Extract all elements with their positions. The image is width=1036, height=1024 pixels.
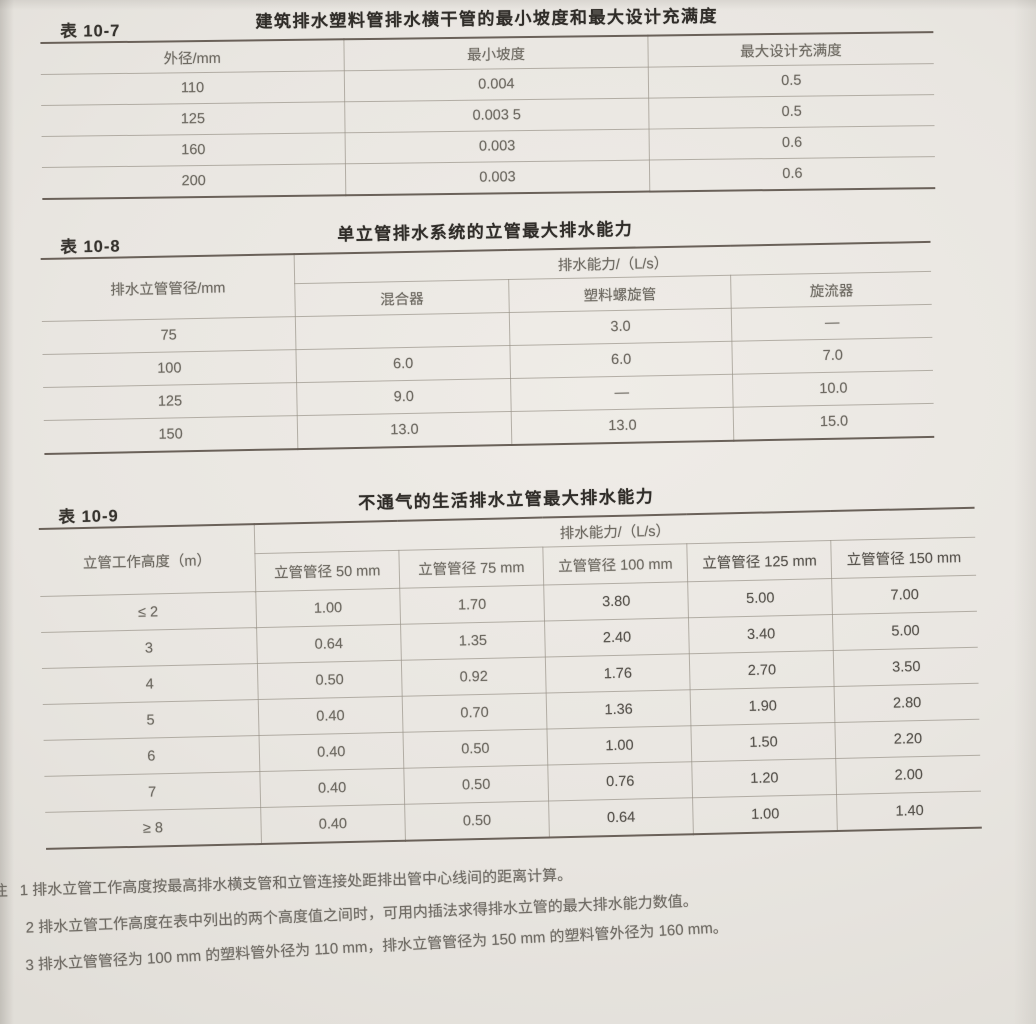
table-10-7-section: 表 10-7 建筑排水塑料管排水横干管的最小坡度和最大设计充满度 外径/mm 最… [40,0,936,200]
column-header: 立管管径 150 mm [831,537,977,579]
table-cell: 10.0 [732,370,934,408]
table-cell: 0.40 [260,804,406,845]
table-cell: 7.0 [732,337,933,375]
table-cell: 100 [42,349,297,388]
table-cell: 0.003 [345,129,650,164]
table-cell: 1.36 [546,689,692,730]
table-cell: 3 [41,627,258,669]
column-header: 立管管径 75 mm [398,547,544,589]
table-cell: 200 [41,163,346,199]
notes-prefix: 注 [0,882,9,900]
table-cell: ≤ 2 [40,591,257,633]
column-header: 混合器 [294,279,510,317]
table-cell: 9.0 [296,378,511,416]
column-header: 旋流器 [730,271,932,309]
table-cell: — [731,304,933,342]
table-cell: 1.00 [255,588,401,628]
table-cell: 125 [41,101,346,137]
column-header: 立管管径 125 mm [686,540,832,582]
table-cell: 3.40 [688,614,834,654]
table-cell: 1.35 [400,621,546,661]
table-cell: 5.00 [832,611,978,651]
table-cell: 0.92 [401,657,547,697]
table-cell: 0.64 [548,797,694,838]
table-cell: 7 [44,771,261,813]
table-cell: 0.6 [649,156,936,192]
table-10-8: 排水立管管径/mm 排水能力/（L/s） 混合器 塑料螺旋管 旋流器 75 3.… [40,240,935,455]
column-header: 塑料螺旋管 [508,275,732,313]
table-cell: 0.64 [256,624,402,664]
table-10-8-section: 表 10-8 单立管排水系统的立管最大排水能力 排水立管管径/mm 排水能力/（… [40,207,935,455]
table-cell: 7.00 [831,575,977,615]
column-header: 立管工作高度（m） [38,524,256,597]
table-cell: 150 [43,415,299,454]
table-cell: 2.00 [836,755,981,795]
table-cell: 2.80 [834,683,980,723]
table-cell: 0.40 [259,768,405,808]
table-cell: 6 [43,735,260,777]
table-cell: 1.00 [692,794,838,835]
table-cell: 0.40 [257,696,403,736]
table-cell: 1.00 [547,725,692,766]
table-cell: ≥ 8 [45,807,262,849]
table-cell: 110 [40,70,345,106]
table-cell: 160 [41,132,346,168]
table-cell: 1.40 [836,791,982,831]
table-cell: 6.0 [509,341,733,379]
table-cell: 6.0 [296,345,511,383]
table-cell: 13.0 [510,407,735,445]
table-cell: 3.50 [833,647,979,687]
table-cell [295,312,510,350]
table-cell: 5 [42,699,259,741]
table-cell: 5.00 [687,578,833,618]
table-cell: 2.40 [544,617,690,658]
table-cell: 0.003 5 [344,98,649,133]
table-10-9: 立管工作高度（m） 排水能力/（L/s） 立管管径 50 mm 立管管径 75 … [38,506,982,850]
table-cell: 1.76 [545,653,691,694]
table-cell: 0.004 [344,67,649,102]
table-cell: 15.0 [733,403,935,441]
table-cell: 0.5 [647,63,935,99]
table-cell: 0.76 [547,761,693,801]
table-cell: 0.6 [648,125,935,161]
table-cell: 1.70 [399,585,545,625]
table-cell: 1.20 [691,758,837,798]
table-cell: 0.003 [345,160,650,196]
table-cell: 0.50 [402,729,548,769]
table-cell: 3.80 [543,581,689,622]
table-cell: 125 [43,382,298,421]
table-cell: 13.0 [297,411,512,450]
table-cell: 2.20 [835,719,981,759]
table-10-7: 外径/mm 最小坡度 最大设计充满度 110 0.004 0.5 125 0.0… [40,31,936,200]
table-cell: 0.50 [403,765,549,805]
column-header: 排水立管管径/mm [40,254,296,322]
column-header: 最大设计充满度 [647,32,934,68]
table-cell: 0.50 [257,660,403,700]
column-header: 立管管径 100 mm [542,543,688,586]
table-cell: 2.70 [689,650,835,690]
table-cell: 75 [41,316,297,355]
table-cell: 0.50 [404,800,550,841]
column-header: 外径/mm [40,39,345,75]
table-cell: 4 [41,663,258,705]
table-cell: 1.90 [690,686,836,726]
table-cell: 3.0 [509,308,733,346]
table-cell: 0.40 [258,732,404,772]
table-cell: 1.50 [691,722,837,762]
column-header: 立管管径 50 mm [254,550,400,592]
table-cell: 0.5 [648,94,935,130]
table-cell: — [510,374,734,412]
table-10-9-section: 表 10-9 不通气的生活排水立管最大排水能力 立管工作高度（m） 排水能力/（… [38,473,982,850]
table-cell: 0.70 [402,693,548,733]
column-header: 最小坡度 [344,35,648,71]
